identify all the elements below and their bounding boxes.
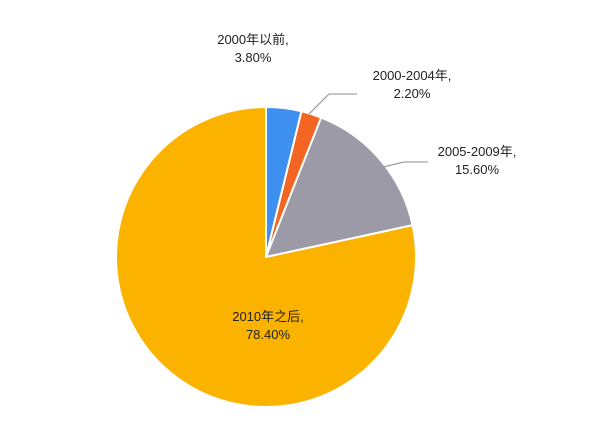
leader-line-3 <box>382 161 428 168</box>
data-label-category: 2000-2004年, <box>373 68 452 83</box>
data-label-category: 2005-2009年, <box>438 144 517 159</box>
data-label-4: 2010年之后, 78.40% <box>232 309 304 342</box>
data-label-2: 2000-2004年, 2.20% <box>373 68 452 101</box>
pie-slice-3 <box>264 116 414 259</box>
data-label-1: 2000年以前, 3.80% <box>217 32 289 65</box>
data-label-value: 15.60% <box>455 162 500 177</box>
data-labels-layer: 2000年以前, 3.80% 2000-2004年, 2.20% 2005-2009年,… <box>217 32 516 342</box>
data-label-3: 2005-2009年, 15.60% <box>438 144 517 177</box>
data-label-category: 2010年之后, <box>232 309 304 324</box>
pie-slice-4 <box>115 105 417 408</box>
data-label-value: 2.20% <box>394 86 431 101</box>
data-label-value: 3.80% <box>235 50 272 65</box>
leader-lines-layer <box>308 93 428 168</box>
data-label-value: 78.40% <box>246 327 291 342</box>
leader-line-2 <box>308 93 357 115</box>
slices-layer <box>115 105 417 408</box>
data-label-category: 2000年以前, <box>217 32 289 47</box>
